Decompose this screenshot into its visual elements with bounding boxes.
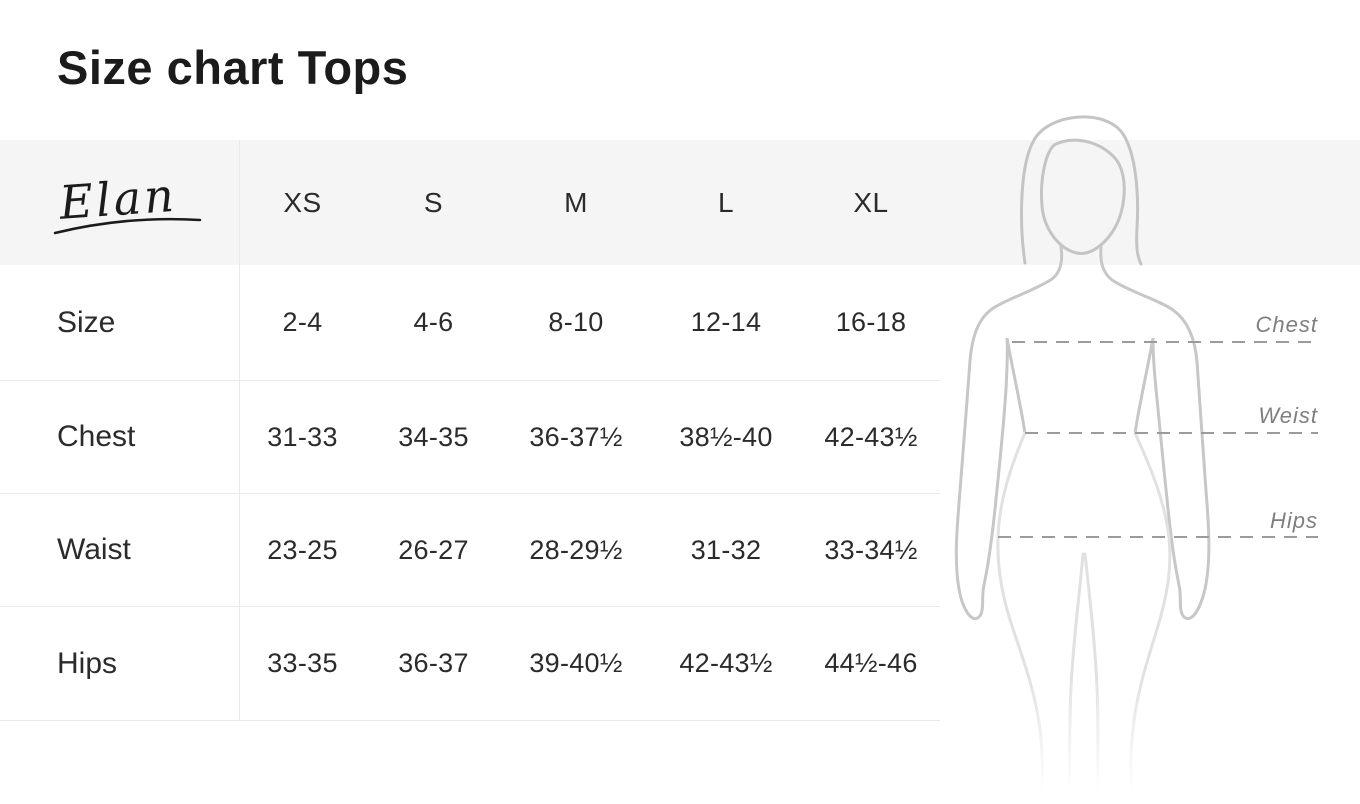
chest-measure-label: Chest <box>1255 312 1318 337</box>
figure-bottom-fade <box>940 674 1360 804</box>
cell-chest-xl: 42-43½ <box>802 380 940 493</box>
weist-measure-label: Weist <box>1258 403 1318 428</box>
cell-hips-xs: 33-35 <box>240 606 365 720</box>
hips-measure-label: Hips <box>1269 508 1318 533</box>
cell-chest-xs: 31-33 <box>240 380 365 493</box>
brand-logo: Elan <box>0 140 240 265</box>
body-measurement-illustration: Chest Weist Hips <box>940 100 1360 804</box>
row-label-chest: Chest <box>0 380 240 493</box>
column-header-l: L <box>717 186 735 218</box>
brand-logo-text: Elan <box>57 167 179 229</box>
cell-size-s: 4-6 <box>413 307 454 337</box>
column-header-xs: XS <box>283 186 322 218</box>
cell-chest-m: 36-37½ <box>502 380 650 493</box>
woman-outline-illustration <box>954 115 1318 804</box>
left-arm-torso-outline <box>954 245 1064 621</box>
page-title: Size chart Tops <box>57 41 409 94</box>
cell-size-m: 8-10 <box>548 307 604 337</box>
cell-size-xs: 2-4 <box>282 307 323 337</box>
cell-size-xl: 16-18 <box>835 307 907 337</box>
cell-size-l: 12-14 <box>690 307 762 337</box>
size-chart-table: Elan XS S M L XL Size 2-4 4-6 8-10 12-14… <box>0 140 940 721</box>
cell-hips-l: 42-43½ <box>650 606 802 720</box>
cell-waist-m: 28-29½ <box>502 493 650 606</box>
right-arm-torso-outline <box>1099 245 1211 621</box>
cell-chest-s: 34-35 <box>365 380 502 493</box>
cell-hips-s: 36-37 <box>365 606 502 720</box>
cell-waist-l: 31-32 <box>650 493 802 606</box>
face-outline <box>1040 138 1126 255</box>
cell-hips-xl: 44½-46 <box>802 606 940 720</box>
cell-hips-m: 39-40½ <box>502 606 650 720</box>
row-label-size: Size <box>0 265 240 380</box>
row-label-hips: Hips <box>0 606 240 720</box>
row-label-waist: Waist <box>0 493 240 606</box>
cell-waist-xl: 33-34½ <box>802 493 940 606</box>
brand-logo-signature: Elan <box>53 167 202 234</box>
hair-outline <box>1020 115 1143 266</box>
cell-waist-xs: 23-25 <box>240 493 365 606</box>
column-header-xl: XL <box>853 186 889 218</box>
cell-chest-l: 38½-40 <box>650 380 802 493</box>
column-header-m: M <box>564 186 588 218</box>
cell-waist-s: 26-27 <box>365 493 502 606</box>
column-header-s: S <box>423 186 444 218</box>
